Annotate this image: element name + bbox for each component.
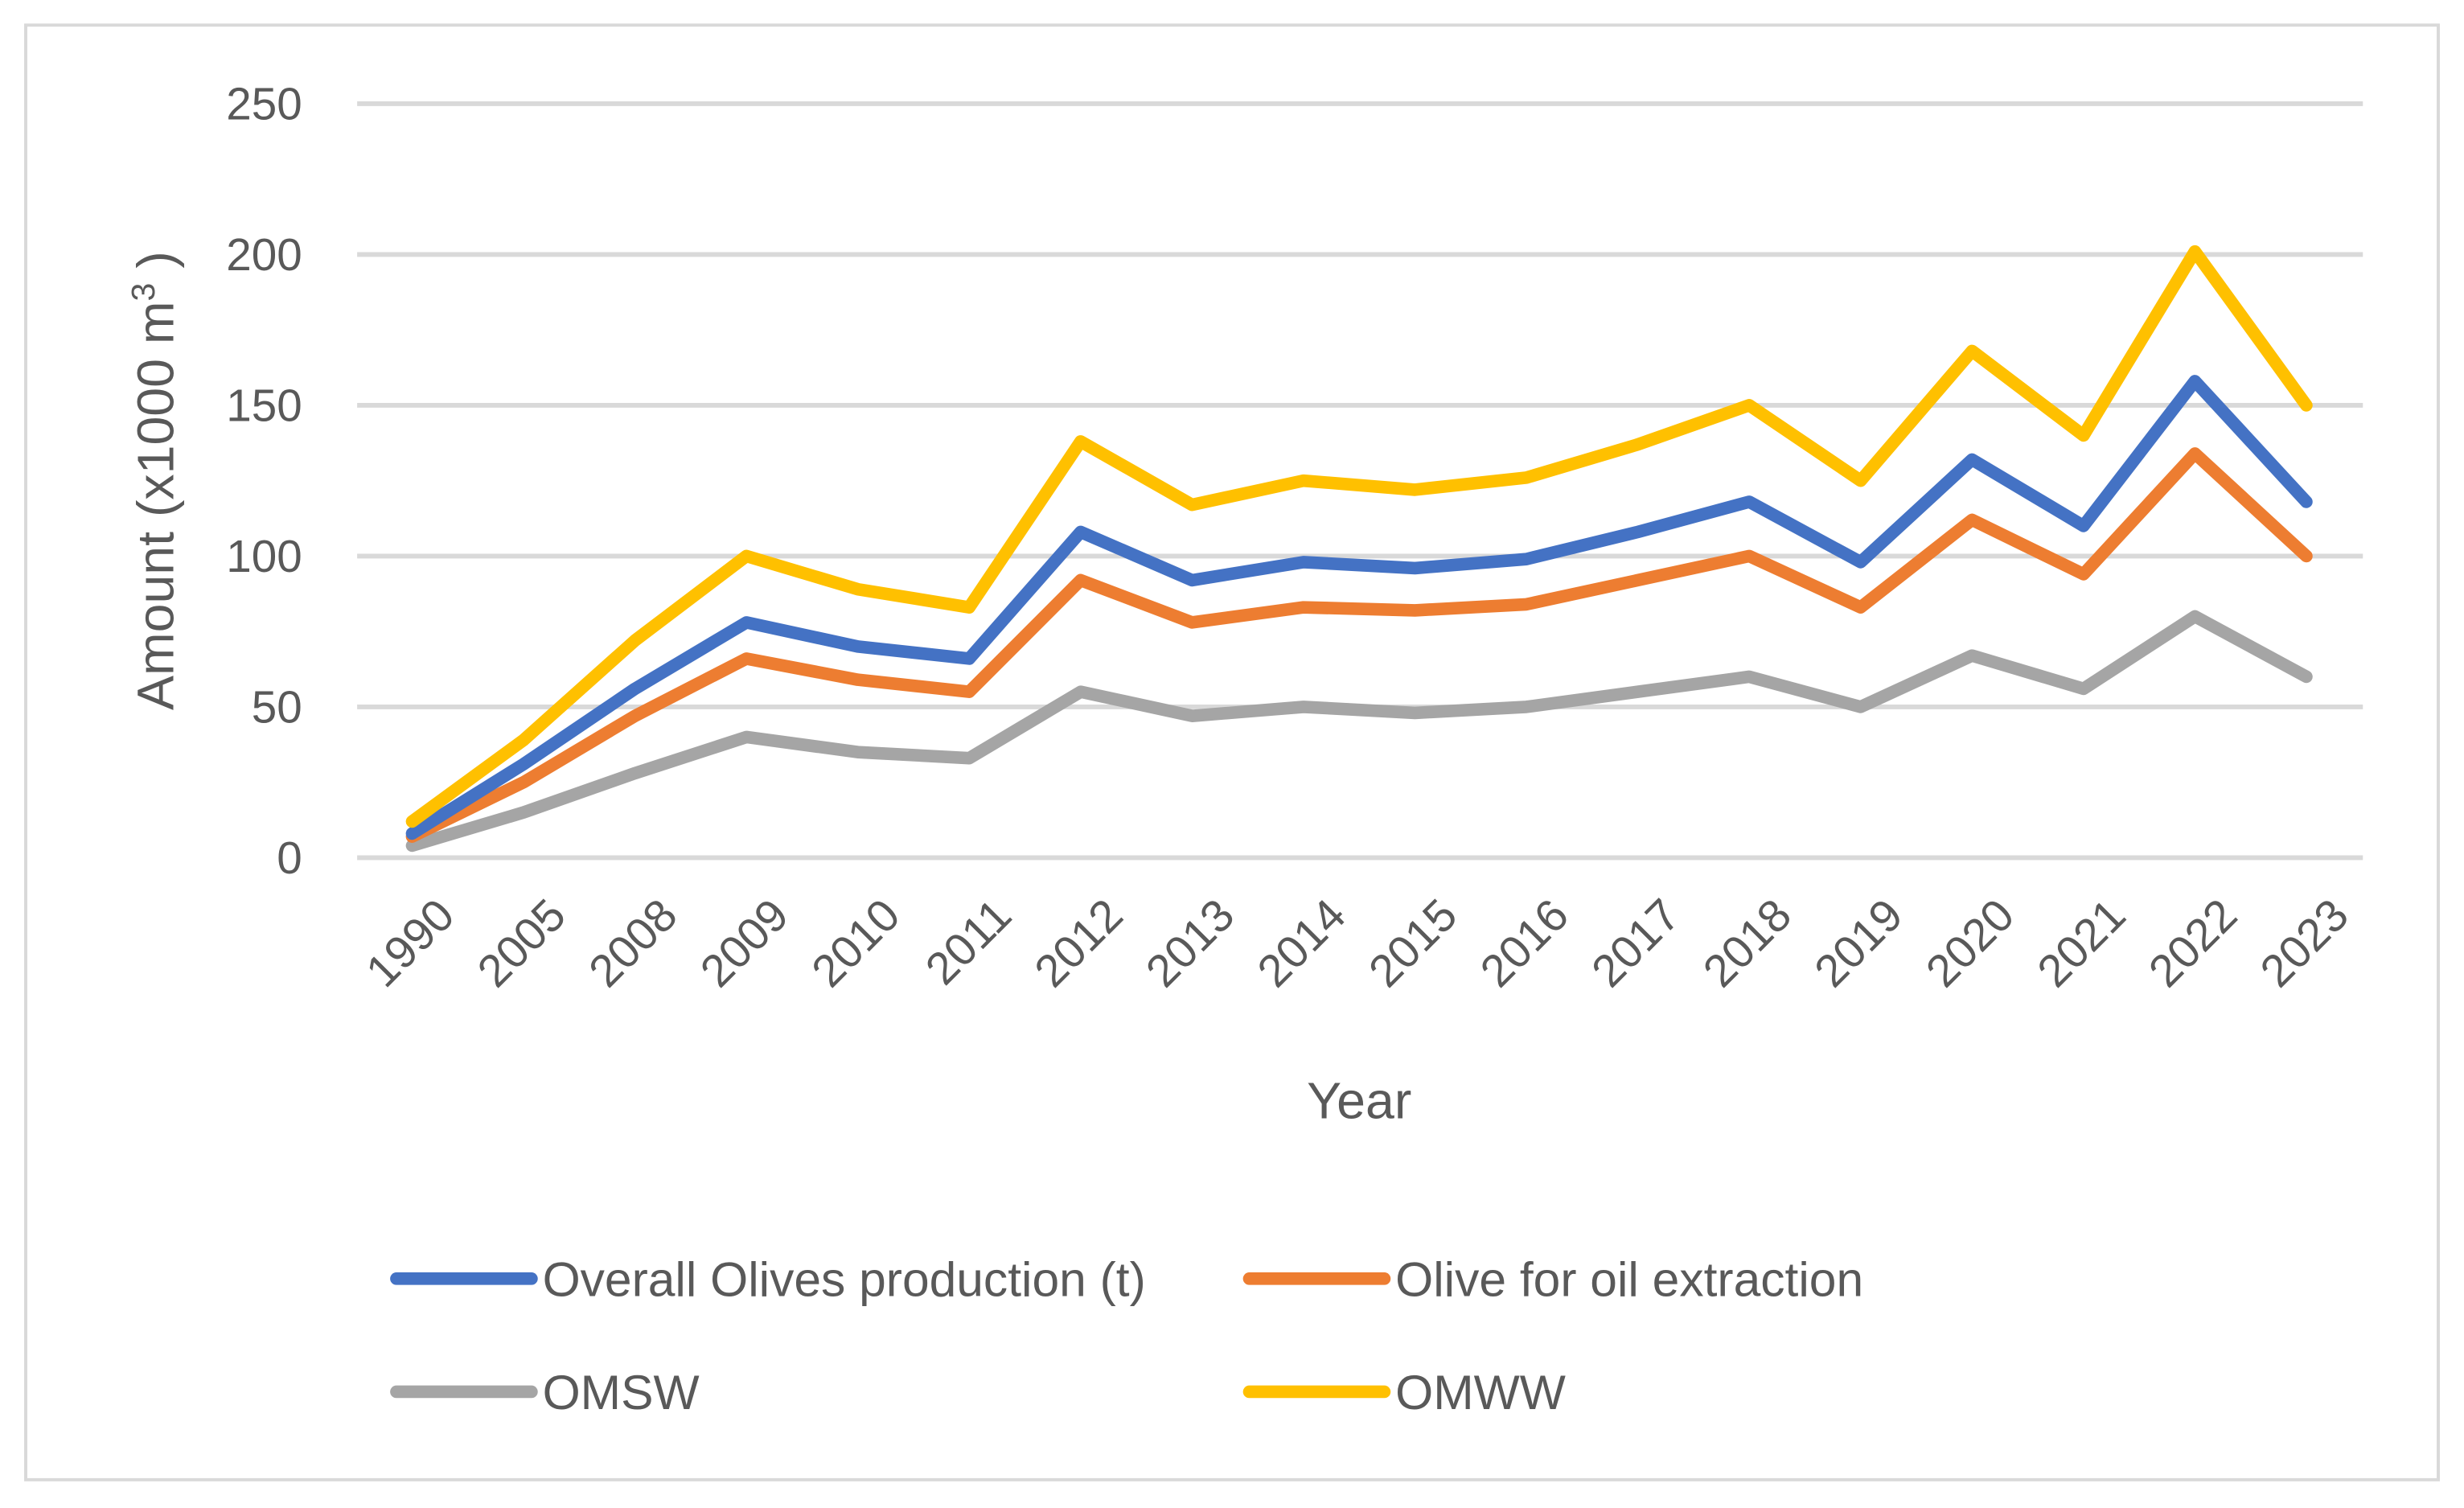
y-tick-label: 150 [226,380,302,431]
y-tick-label: 50 [252,682,302,733]
legend-label: Olive for oil extraction [1395,1251,1863,1306]
legend-label: OMWW [1395,1365,1566,1420]
series-line-olive-for-oil-extraction [405,447,2313,843]
chart-frame [24,23,2440,1481]
y-tick-label: 250 [226,79,302,129]
series-line-omww [405,244,2313,828]
series-line-overall-olives-production-t [405,375,2313,840]
legend-item: Olive for oil extraction [1242,1251,1863,1306]
y-tick-label: 100 [226,532,302,582]
legend-item: OMSW [390,1365,700,1420]
x-axis-title: Year [1307,1072,1411,1130]
y-tick-label: 0 [277,833,302,884]
legend-label: OMSW [543,1365,700,1420]
legend-label: Overall Olives production (t) [543,1251,1146,1306]
legend-item: Overall Olives production (t) [390,1251,1146,1306]
y-axis-title: Amount (x1000 m3 ) [125,251,184,710]
series-line-omsw [405,610,2313,853]
y-tick-label: 200 [226,230,302,281]
legend: Overall Olives production (t) Olive for o… [390,1251,1863,1420]
legend-item: OMWW [1242,1365,1566,1420]
